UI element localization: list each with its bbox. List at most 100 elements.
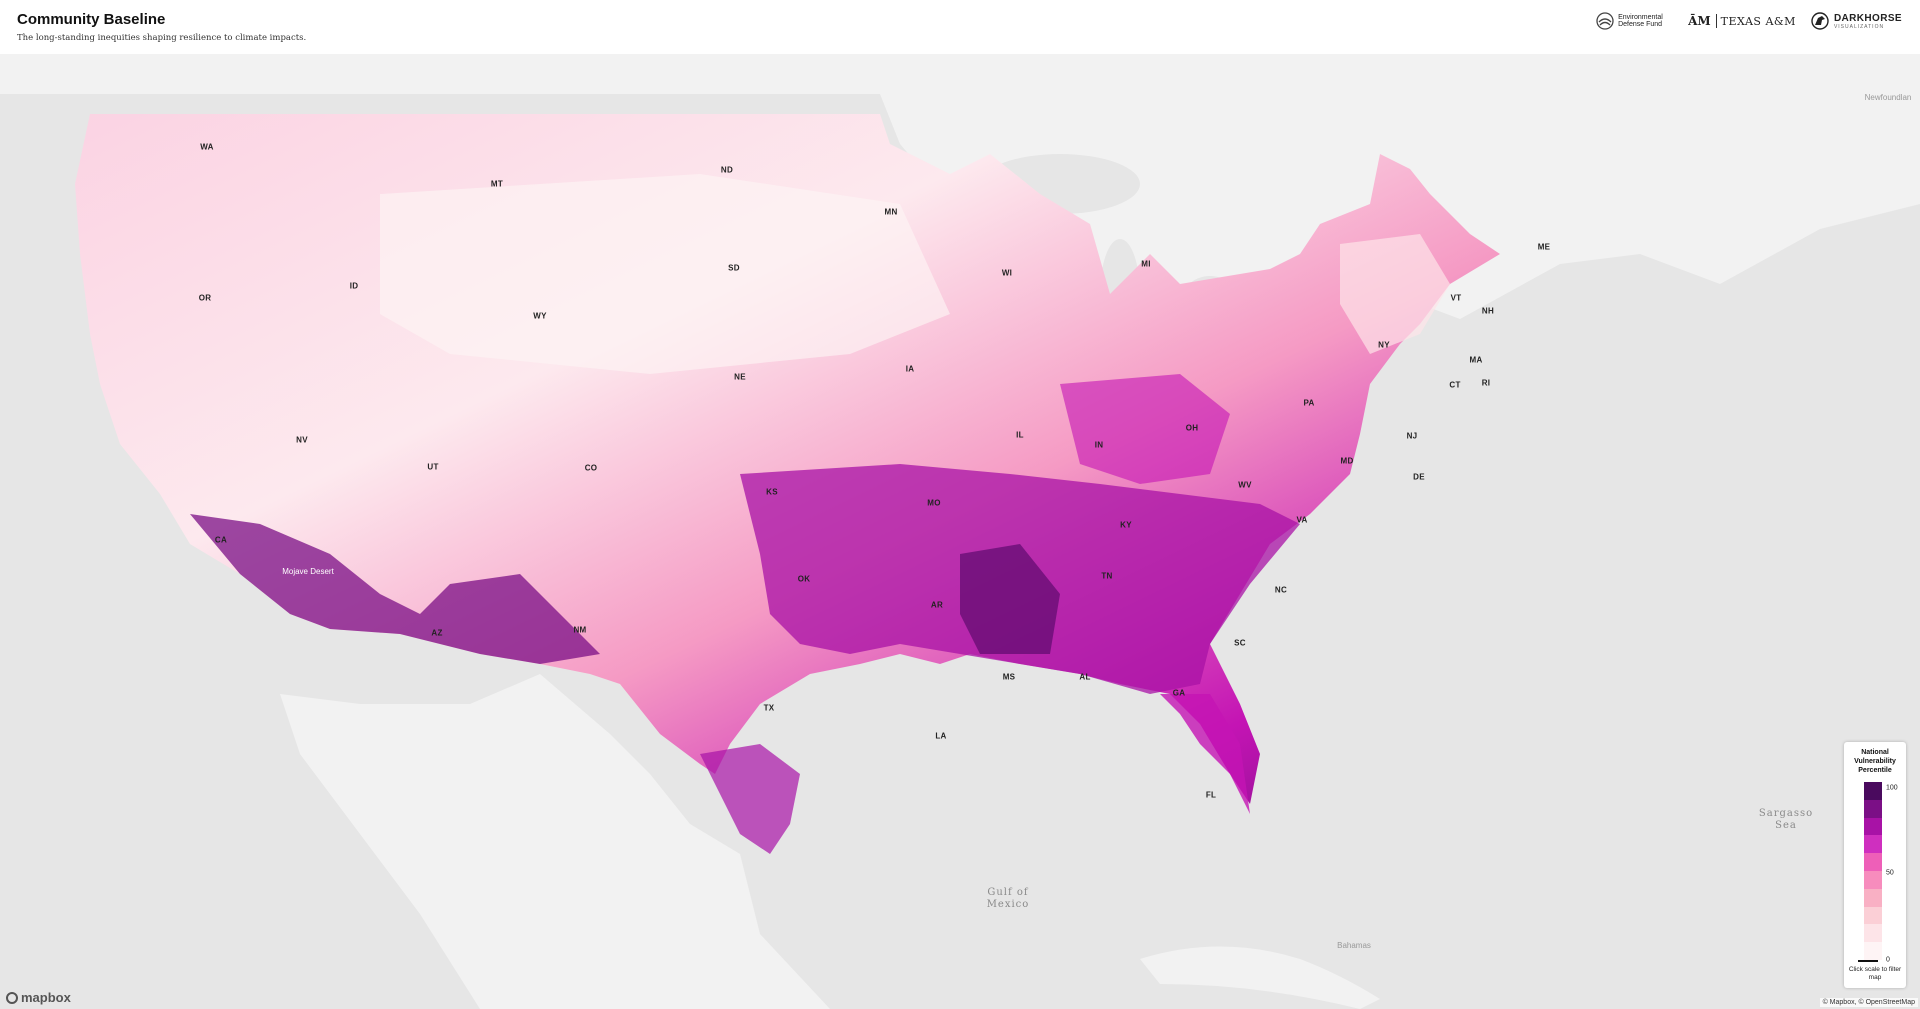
state-label-vt: VT <box>1450 293 1462 303</box>
vulnerability-map[interactable]: WA MT ND MN WI MI ME OR ID WY SD VT NH NY MA CT RI IA NE NV… <box>0 54 1920 1009</box>
state-label-in: IN <box>1094 440 1104 450</box>
state-label-md: MD <box>1340 456 1354 466</box>
state-label-id: ID <box>349 281 359 291</box>
state-label-la: LA <box>935 731 947 741</box>
state-label-va: VA <box>1296 515 1308 525</box>
florida-peninsula <box>1160 694 1250 814</box>
darkhorse-logo-text: DARKHORSE VISUALIZATION <box>1834 13 1902 30</box>
mapbox-icon <box>6 991 18 1004</box>
state-label-al: AL <box>1079 672 1091 682</box>
texas-south <box>700 744 800 854</box>
state-label-tn: TN <box>1101 571 1113 581</box>
legend-scale[interactable] <box>1864 782 1882 960</box>
state-label-ar: AR <box>930 600 944 610</box>
legend-swatch[interactable] <box>1864 871 1882 889</box>
darkhorse-sub: VISUALIZATION <box>1833 23 1885 30</box>
state-label-ok: OK <box>797 574 811 584</box>
darkhorse-name: DARKHORSE <box>1833 12 1902 24</box>
appalachia-belt <box>1060 374 1230 484</box>
state-label-nj: NJ <box>1406 431 1418 441</box>
tamu-logo[interactable]: ĀM TEXAS A&M <box>1688 14 1796 28</box>
state-label-nc: NC <box>1274 585 1288 595</box>
state-label-me: ME <box>1537 242 1551 252</box>
legend-zero-bar <box>1858 960 1878 962</box>
partner-logos: Environmental Defense Fund ĀM TEXAS A&M … <box>1596 12 1902 30</box>
legend-swatch[interactable] <box>1864 906 1882 925</box>
state-label-az: AZ <box>431 628 443 638</box>
state-label-ut: UT <box>427 462 439 472</box>
legend-swatch[interactable] <box>1864 924 1882 943</box>
newfoundland-label: Newfoundlan <box>1864 93 1912 102</box>
state-label-wv: WV <box>1238 480 1252 490</box>
state-label-wi: WI <box>1001 268 1013 278</box>
state-label-mn: MN <box>884 207 898 217</box>
map-attribution[interactable]: © Mapbox, © OpenStreetMap <box>1819 998 1918 1007</box>
state-label-ca: CA <box>214 535 228 545</box>
legend-swatch[interactable] <box>1864 799 1882 818</box>
state-label-ma: MA <box>1469 355 1483 365</box>
southwest-belt <box>190 514 600 664</box>
state-label-pa: PA <box>1303 398 1315 408</box>
legend-swatch[interactable] <box>1864 888 1882 907</box>
state-label-nm: NM <box>573 625 587 635</box>
mapbox-wordmark: mapbox <box>21 990 71 1005</box>
state-label-fl: FL <box>1205 790 1217 800</box>
state-label-ms: MS <box>1002 672 1016 682</box>
state-label-mt: MT <box>490 179 504 189</box>
legend-title: National Vulnerability Percentile <box>1854 749 1896 774</box>
page-title: Community Baseline <box>17 11 166 28</box>
page-subtitle: The long-standing inequities shaping res… <box>17 33 307 43</box>
mapbox-logo[interactable]: mapbox <box>6 990 71 1005</box>
plains-light <box>380 174 950 374</box>
state-label-nh: NH <box>1481 306 1495 316</box>
state-label-ny: NY <box>1378 340 1390 350</box>
state-label-ks: KS <box>766 487 778 497</box>
state-label-oh: OH <box>1185 423 1199 433</box>
mojave-label: Mojave Desert <box>282 567 334 576</box>
legend-swatch[interactable] <box>1864 853 1882 871</box>
edf-icon <box>1596 12 1614 30</box>
state-label-tx: TX <box>763 703 775 713</box>
state-label-co: CO <box>584 463 598 473</box>
state-label-or: OR <box>198 293 212 303</box>
state-label-ri: RI <box>1481 378 1491 388</box>
state-label-il: IL <box>1016 430 1024 440</box>
mexico-landmass <box>280 674 830 1009</box>
darkhorse-logo[interactable]: DARKHORSE VISUALIZATION <box>1810 12 1902 30</box>
state-label-nd: ND <box>720 165 734 175</box>
delta-core <box>960 544 1060 654</box>
legend-swatch[interactable] <box>1864 942 1882 960</box>
tamu-logo-text: TEXAS A&M <box>1720 14 1796 28</box>
edf-logo[interactable]: Environmental Defense Fund <box>1596 12 1674 30</box>
state-label-ne: NE <box>734 372 746 382</box>
tamu-mark-icon: ĀM <box>1688 14 1717 28</box>
legend-hint: Click scale to filter map <box>1848 966 1902 981</box>
map-canvas[interactable] <box>0 54 1920 1009</box>
sargasso-label: Sargasso Sea <box>1758 808 1814 831</box>
legend-swatch[interactable] <box>1864 782 1882 800</box>
northeast-light <box>1340 234 1450 354</box>
state-label-mo: MO <box>927 498 941 508</box>
state-label-wy: WY <box>533 311 547 321</box>
state-label-wa: WA <box>200 142 214 152</box>
legend-swatch[interactable] <box>1864 817 1882 836</box>
legend-swatch[interactable] <box>1864 835 1882 854</box>
state-label-de: DE <box>1413 472 1425 482</box>
horse-icon <box>1811 12 1829 30</box>
state-label-ct: CT <box>1449 380 1461 390</box>
vulnerability-legend[interactable]: National Vulnerability Percentile 100 50… <box>1844 742 1906 988</box>
state-label-ga: GA <box>1172 688 1186 698</box>
state-label-nv: NV <box>296 435 308 445</box>
state-label-sc: SC <box>1234 638 1246 648</box>
bahamas-label: Bahamas <box>1337 941 1371 950</box>
state-label-ia: IA <box>905 364 915 374</box>
legend-tick-0: 0 <box>1886 956 1890 964</box>
gulf-label: Gulf of Mexico <box>986 887 1030 910</box>
state-label-mi: MI <box>1141 259 1151 269</box>
state-label-ky: KY <box>1120 520 1132 530</box>
header: Community Baseline The long-standing ine… <box>0 0 1920 54</box>
state-label-sd: SD <box>728 263 740 273</box>
legend-tick-50: 50 <box>1886 869 1894 877</box>
legend-tick-100: 100 <box>1886 784 1898 792</box>
edf-logo-text: Environmental Defense Fund <box>1618 13 1663 29</box>
